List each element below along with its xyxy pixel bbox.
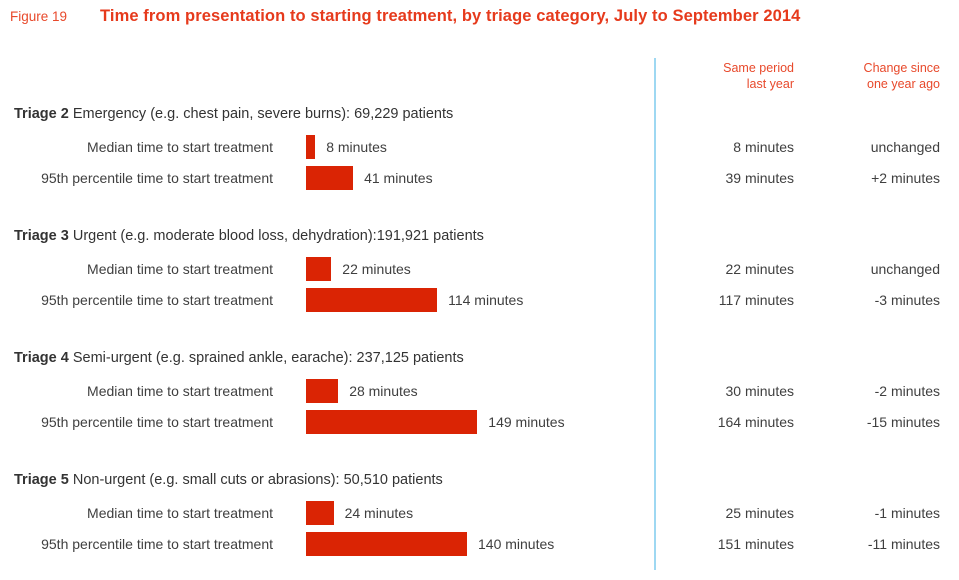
triage-5-p95-row: 95th percentile time to start treatment … [0, 532, 959, 556]
p95-last-year-value: 164 minutes [717, 414, 794, 430]
triage-2-label: Triage 2 [14, 106, 69, 122]
median-bar-value: 8 minutes [326, 139, 387, 155]
median-bar [306, 257, 332, 281]
triage-2-description: Emergency (e.g. chest pain, severe burns… [68, 106, 454, 122]
triage-2-p95-row: 95th percentile time to start treatment … [0, 166, 959, 190]
p95-change-value: -3 minutes [874, 292, 940, 308]
triage-5-section: Triage 5 Non-urgent (e.g. small cuts or … [0, 471, 959, 556]
median-change-value: unchanged [870, 139, 940, 155]
median-bar-value: 22 minutes [342, 261, 411, 277]
median-last-year-value: 30 minutes [725, 383, 794, 399]
p95-last-year-value: 39 minutes [725, 170, 794, 186]
median-change-value: -1 minutes [874, 505, 940, 521]
p95-row-label: 95th percentile time to start treatment [41, 170, 273, 186]
figure-number-label: Figure 19 [10, 9, 68, 24]
p95-last-year-value: 151 minutes [717, 536, 794, 552]
median-bar [306, 501, 334, 525]
p95-bar [306, 288, 438, 312]
triage-4-p95-row: 95th percentile time to start treatment … [0, 410, 959, 434]
p95-bar [306, 410, 478, 434]
p95-bar-value: 140 minutes [478, 536, 555, 552]
median-row-label: Median time to start treatment [87, 505, 273, 521]
median-bar-value: 24 minutes [344, 505, 414, 521]
p95-change-value: +2 minutes [871, 170, 940, 186]
median-bar [306, 379, 339, 403]
p95-last-year-value: 117 minutes [718, 292, 794, 308]
p95-bar [306, 532, 467, 556]
triage-5-heading: Triage 5 Non-urgent (e.g. small cuts or … [0, 471, 959, 489]
median-row-label: Median time to start treatment [87, 261, 273, 277]
median-change-value: -2 minutes [874, 383, 940, 399]
median-last-year-value: 25 minutes [725, 505, 794, 521]
p95-change-value: -15 minutes [866, 414, 940, 430]
median-row-label: Median time to start treatment [87, 139, 273, 155]
triage-4-median-row: Median time to start treatment 28 minute… [0, 379, 959, 403]
triage-3-section: Triage 3 Urgent (e.g. moderate blood los… [0, 227, 959, 312]
triage-3-p95-row: 95th percentile time to start treatment … [0, 288, 959, 312]
p95-bar [306, 166, 354, 190]
median-change-value: unchanged [870, 261, 940, 277]
median-last-year-value: 22 minutes [725, 261, 794, 277]
median-row-label: Median time to start treatment [87, 383, 273, 399]
p95-row-label: 95th percentile time to start treatment [41, 414, 273, 430]
triage-4-section: Triage 4 Semi-urgent (e.g. sprained ankl… [0, 349, 959, 434]
column-header-change: Change since one year ago [863, 61, 940, 91]
median-last-year-value: 8 minutes [733, 139, 794, 155]
median-bar [306, 135, 316, 159]
triage-3-median-row: Median time to start treatment 22 minute… [0, 257, 959, 281]
triage-5-label: Triage 5 [14, 472, 69, 488]
median-bar-value: 28 minutes [349, 383, 418, 399]
figure-title-row: Figure 19 Time from presentation to star… [10, 7, 800, 26]
p95-bar-value: 41 minutes [364, 170, 433, 186]
p95-bar-value: 114 minutes [448, 292, 524, 308]
p95-change-value: -11 minutes [867, 536, 940, 552]
figure-title: Time from presentation to starting treat… [100, 7, 801, 25]
p95-bar-value: 149 minutes [488, 414, 565, 430]
chart-content: Triage 2 Emergency (e.g. chest pain, sev… [0, 105, 959, 556]
triage-5-description: Non-urgent (e.g. small cuts or abrasions… [68, 472, 443, 488]
column-divider-line [654, 58, 656, 570]
triage-5-median-row: Median time to start treatment 24 minute… [0, 501, 959, 525]
triage-4-heading: Triage 4 Semi-urgent (e.g. sprained ankl… [0, 349, 959, 367]
triage-3-label: Triage 3 [14, 228, 69, 244]
triage-3-description: Urgent (e.g. moderate blood loss, dehydr… [68, 228, 484, 244]
column-header-same-period: Same period last year [723, 61, 794, 91]
triage-2-median-row: Median time to start treatment 8 minutes… [0, 135, 959, 159]
triage-2-section: Triage 2 Emergency (e.g. chest pain, sev… [0, 105, 959, 190]
triage-2-heading: Triage 2 Emergency (e.g. chest pain, sev… [0, 105, 959, 123]
p95-row-label: 95th percentile time to start treatment [41, 536, 273, 552]
p95-row-label: 95th percentile time to start treatment [41, 292, 273, 308]
triage-4-description: Semi-urgent (e.g. sprained ankle, earach… [68, 350, 464, 366]
triage-4-label: Triage 4 [14, 350, 69, 366]
triage-3-heading: Triage 3 Urgent (e.g. moderate blood los… [0, 227, 959, 245]
